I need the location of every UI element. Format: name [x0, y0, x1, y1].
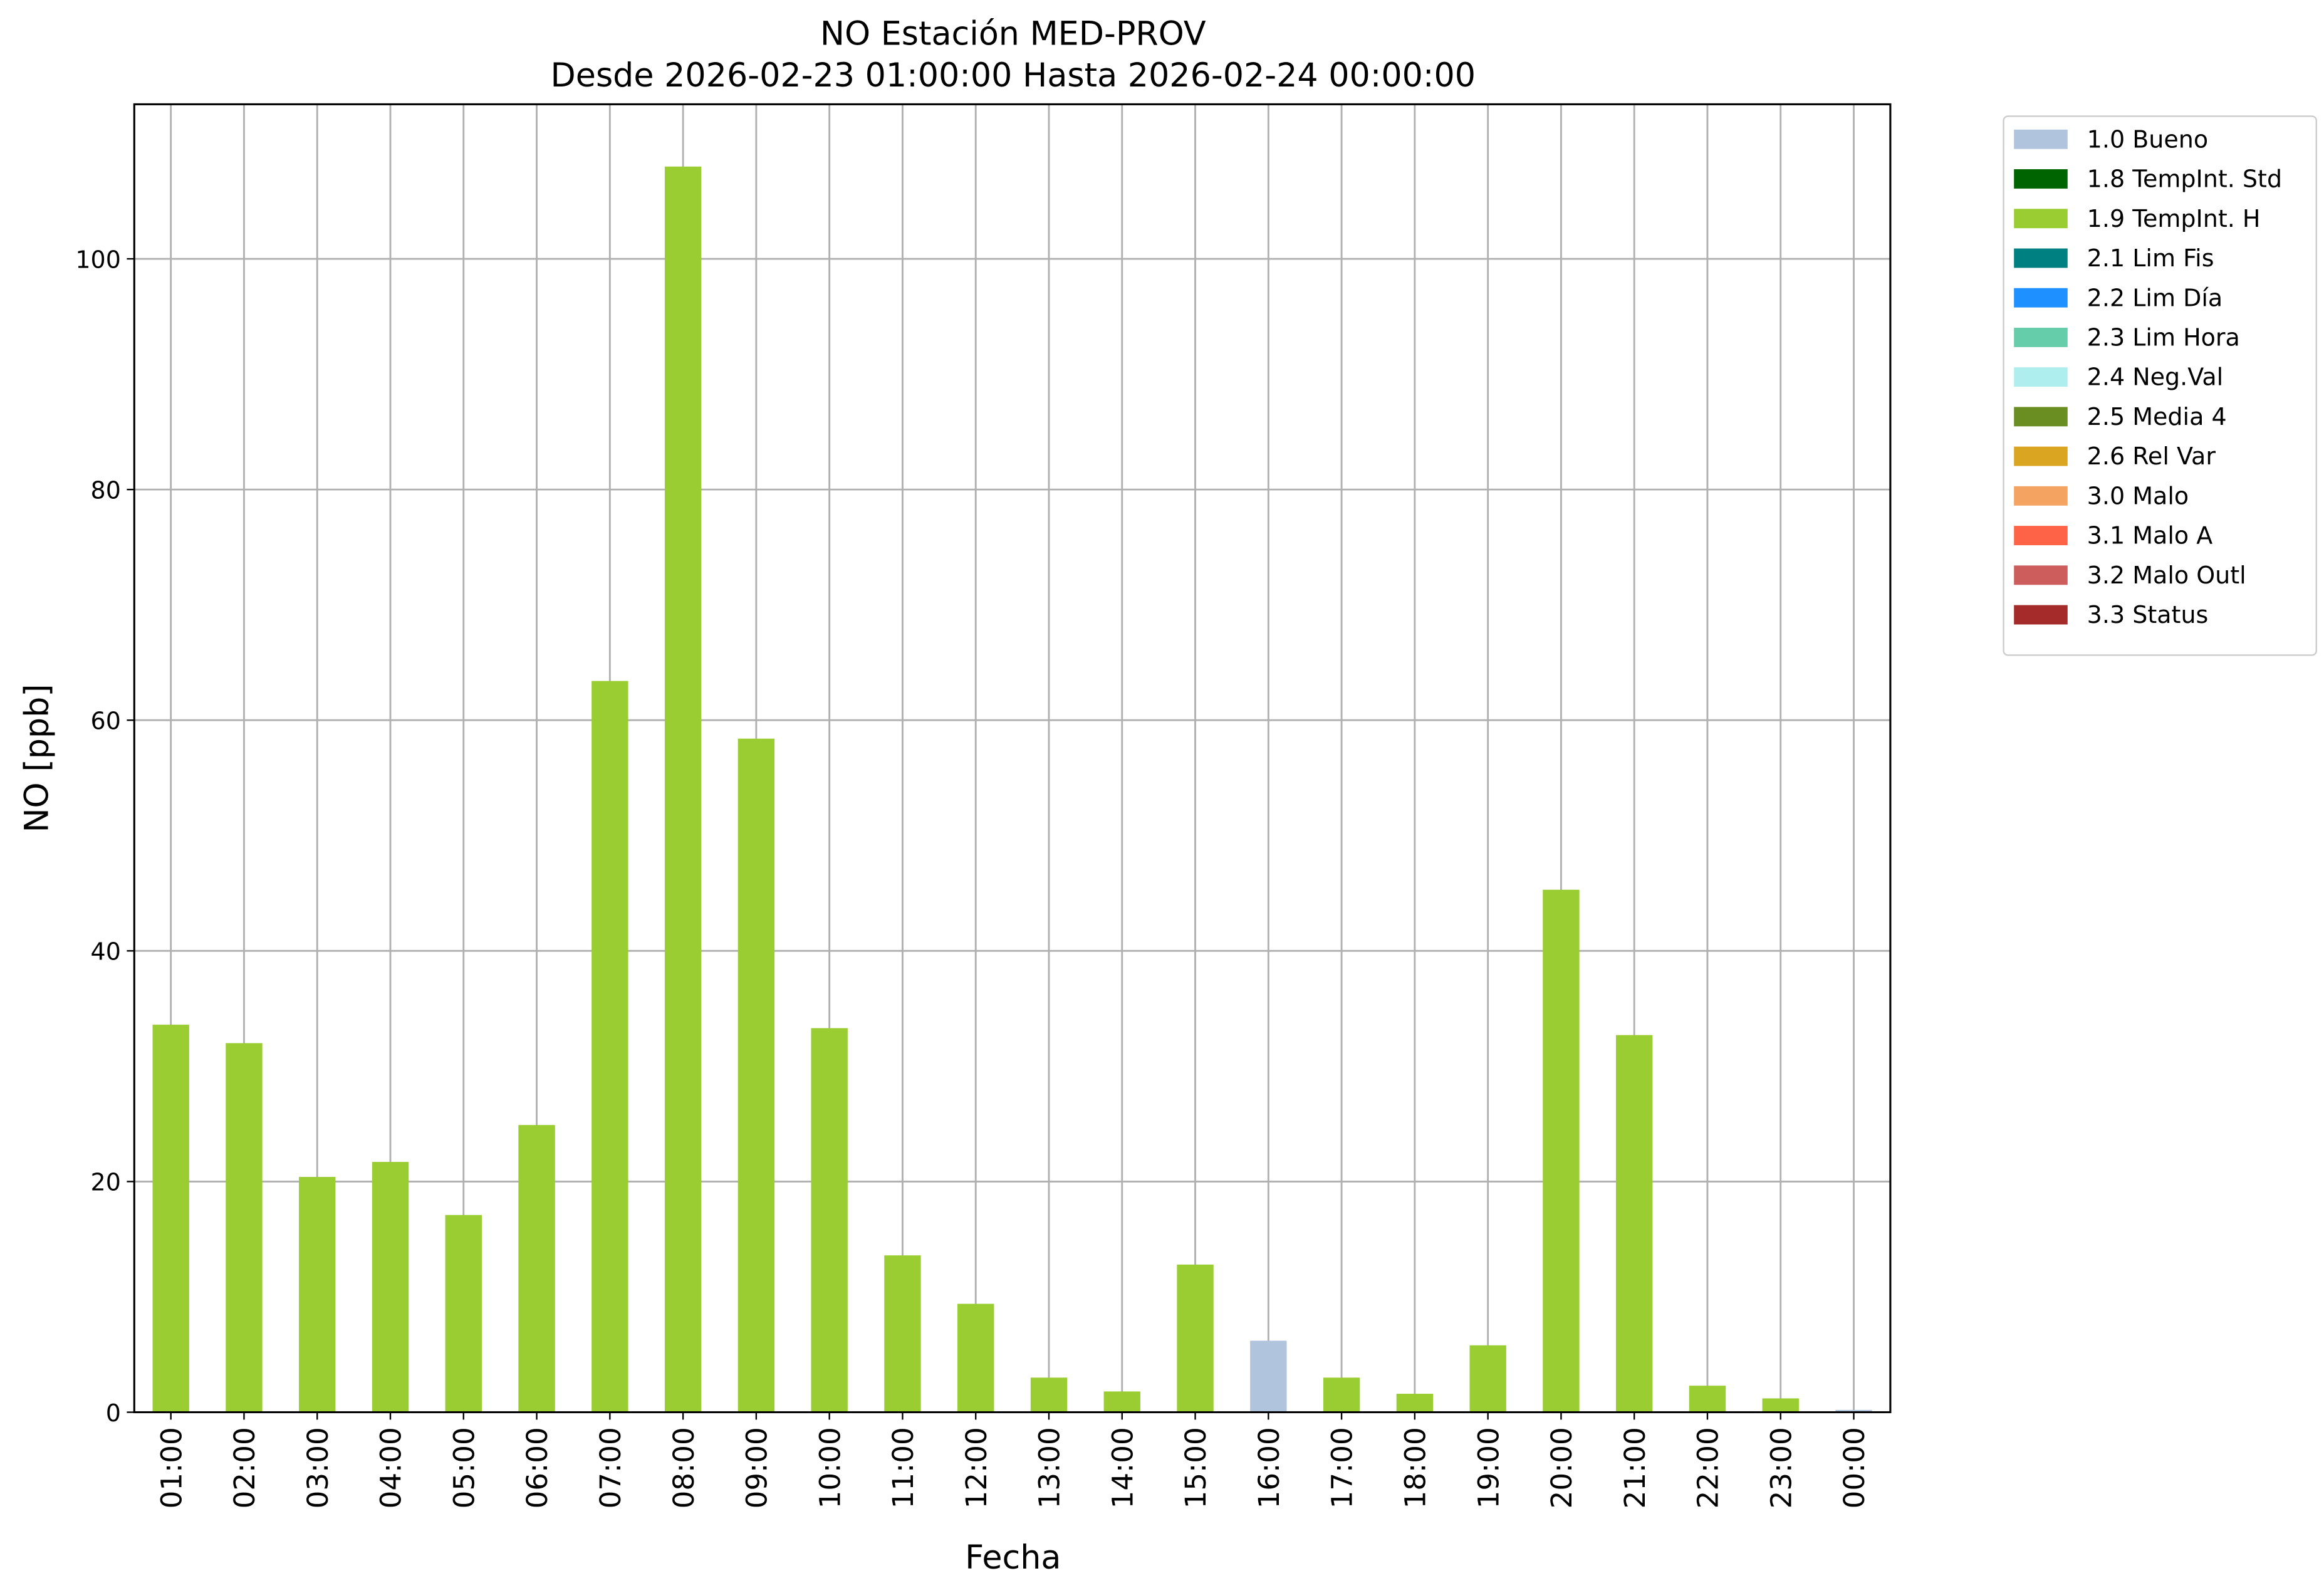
bar — [737, 738, 775, 1413]
legend-swatch — [2014, 565, 2068, 585]
x-tick-label: 09:00 — [741, 1427, 774, 1508]
bar — [1323, 1377, 1360, 1413]
bar — [518, 1125, 555, 1413]
legend-swatch — [2014, 248, 2068, 268]
bar — [299, 1177, 336, 1413]
legend-swatch — [2014, 526, 2068, 546]
legend-label: 1.0 Bueno — [2087, 125, 2208, 153]
x-tick-label: 22:00 — [1692, 1427, 1725, 1508]
x-axis-label: Fecha — [965, 1538, 1061, 1577]
legend-swatch — [2014, 407, 2068, 427]
y-tick-label: 0 — [106, 1399, 121, 1427]
legend-swatch — [2014, 209, 2068, 229]
x-tick-label: 10:00 — [813, 1427, 847, 1508]
legend-label: 2.3 Lim Hora — [2087, 323, 2240, 351]
legend-swatch — [2014, 605, 2068, 625]
x-tick-label: 08:00 — [667, 1427, 701, 1508]
y-tick-label: 100 — [75, 246, 121, 273]
legend-label: 1.8 TempInt. Std — [2087, 165, 2282, 193]
x-tick-label: 18:00 — [1399, 1427, 1432, 1508]
legend-swatch — [2014, 486, 2068, 506]
y-tick-label: 60 — [91, 707, 121, 734]
bar — [152, 1025, 189, 1413]
legend-swatch — [2014, 169, 2068, 189]
bar — [1250, 1340, 1287, 1413]
bar — [957, 1303, 994, 1413]
legend-label: 2.2 Lim Día — [2087, 284, 2223, 311]
legend-swatch — [2014, 327, 2068, 347]
x-tick-label: 16:00 — [1253, 1427, 1286, 1508]
x-tick-label: 12:00 — [960, 1427, 993, 1508]
chart-subtitle: Desde 2026-02-23 01:00:00 Hasta 2026-02-… — [551, 56, 1476, 95]
x-tick-label: 00:00 — [1838, 1427, 1871, 1508]
legend-label: 1.9 TempInt. H — [2087, 205, 2261, 232]
bar — [372, 1162, 409, 1413]
x-tick-label: 19:00 — [1472, 1427, 1505, 1508]
legend-label: 3.3 Status — [2087, 601, 2209, 629]
bar — [591, 681, 628, 1413]
y-tick-label: 20 — [91, 1169, 121, 1196]
legend-label: 2.1 Lim Fis — [2087, 244, 2214, 272]
bar — [1177, 1264, 1214, 1413]
legend-swatch — [2014, 129, 2068, 149]
y-axis-label: NO [ppb] — [18, 684, 56, 832]
x-tick-label: 01:00 — [155, 1427, 188, 1508]
y-tick-label: 40 — [91, 938, 121, 966]
bar — [1835, 1409, 1872, 1413]
legend-swatch — [2014, 367, 2068, 387]
x-tick-label: 02:00 — [228, 1427, 261, 1508]
bar — [1103, 1391, 1140, 1413]
x-tick-label: 05:00 — [447, 1427, 481, 1508]
x-tick-label: 20:00 — [1545, 1427, 1578, 1508]
x-tick-label: 15:00 — [1179, 1427, 1212, 1508]
legend-swatch — [2014, 446, 2068, 466]
legend-label: 3.0 Malo — [2087, 482, 2189, 509]
chart-title: NO Estación MED-PROV — [820, 14, 1206, 53]
plot-frame — [133, 103, 1892, 1414]
x-tick-label: 13:00 — [1033, 1427, 1066, 1508]
x-tick-label: 04:00 — [375, 1427, 408, 1508]
x-tick-label: 21:00 — [1618, 1427, 1652, 1508]
bar — [1469, 1345, 1506, 1413]
legend-label: 2.4 Neg.Val — [2087, 363, 2224, 391]
bar — [1762, 1398, 1799, 1413]
bar — [884, 1255, 921, 1413]
bar — [1543, 889, 1580, 1413]
x-tick-label: 11:00 — [887, 1427, 920, 1508]
bar — [226, 1043, 263, 1413]
x-tick-label: 07:00 — [594, 1427, 627, 1508]
legend-label: 2.6 Rel Var — [2087, 442, 2216, 470]
x-tick-label: 03:00 — [301, 1427, 335, 1508]
legend-label: 3.2 Malo Outl — [2087, 562, 2246, 589]
x-tick-label: 06:00 — [521, 1427, 554, 1508]
legend-label: 3.1 Malo A — [2087, 522, 2213, 550]
bar — [445, 1215, 482, 1413]
bar — [664, 166, 702, 1413]
y-tick-label: 80 — [91, 476, 121, 504]
legend-box — [2003, 115, 2317, 656]
legend-label: 2.5 Media 4 — [2087, 403, 2227, 431]
bar — [1689, 1386, 1726, 1413]
x-tick-label: 14:00 — [1106, 1427, 1139, 1508]
bar — [1396, 1394, 1434, 1413]
bar — [1615, 1035, 1653, 1413]
bar — [811, 1028, 848, 1413]
x-tick-label: 17:00 — [1326, 1427, 1359, 1508]
legend-swatch — [2014, 288, 2068, 308]
x-tick-label: 23:00 — [1764, 1427, 1798, 1508]
bar — [1030, 1377, 1068, 1413]
